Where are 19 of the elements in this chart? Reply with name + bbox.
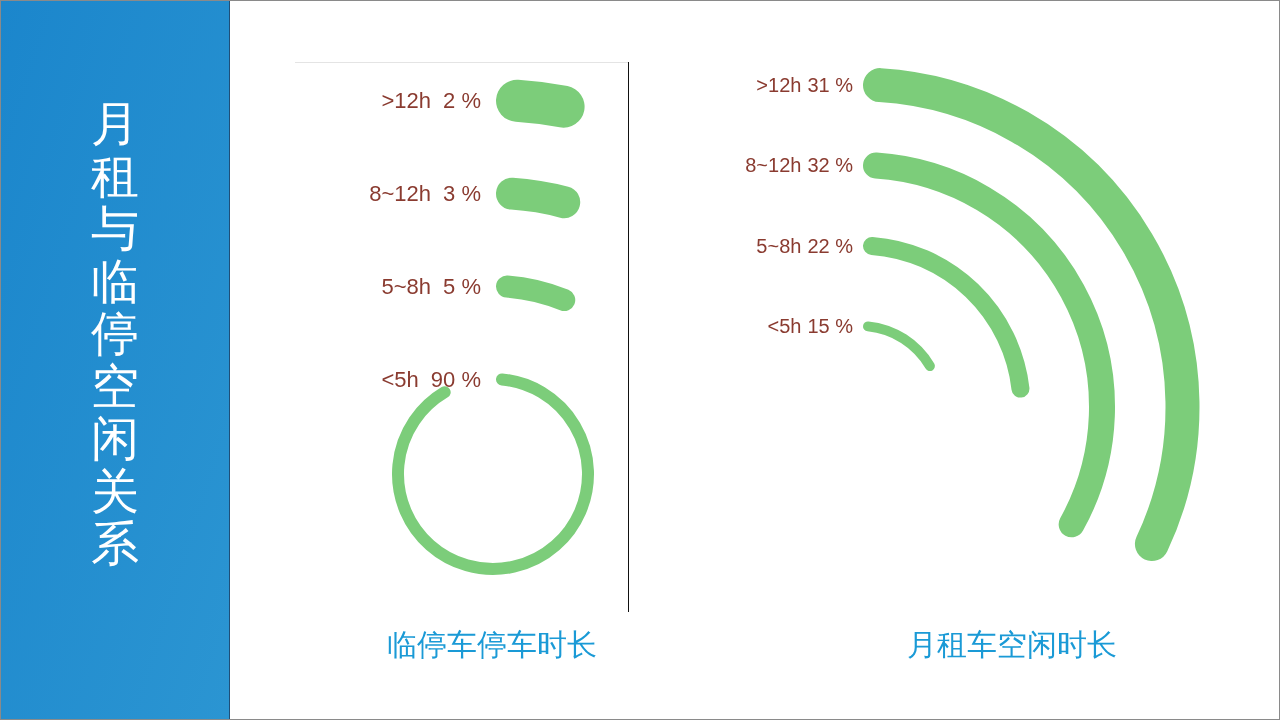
category-label: 8~12h <box>369 180 432 206</box>
category-label: >12h <box>381 87 432 113</box>
category-label: 5~8h <box>756 234 802 257</box>
data-label: 31 % <box>807 73 854 96</box>
data-label: 22 % <box>807 234 854 257</box>
category-label: <5h <box>381 366 419 392</box>
text: 月租车空闲时长 <box>907 627 1117 662</box>
category-label: 5~8h <box>381 273 432 299</box>
data-label: 90 % <box>430 366 481 392</box>
text: 临停车停车时长 <box>387 627 597 662</box>
category-label: >12h <box>756 73 802 96</box>
data-label: 2 % <box>443 87 481 113</box>
data-label: 5 % <box>443 273 481 299</box>
category-label: <5h <box>767 315 802 337</box>
data-label: 15 % <box>807 315 854 337</box>
category-label: 8~12h <box>745 154 802 176</box>
chart-title: 月租与临停空闲关系 <box>91 97 139 570</box>
data-label: 32 % <box>807 154 854 176</box>
data-label: 3 % <box>443 180 481 206</box>
